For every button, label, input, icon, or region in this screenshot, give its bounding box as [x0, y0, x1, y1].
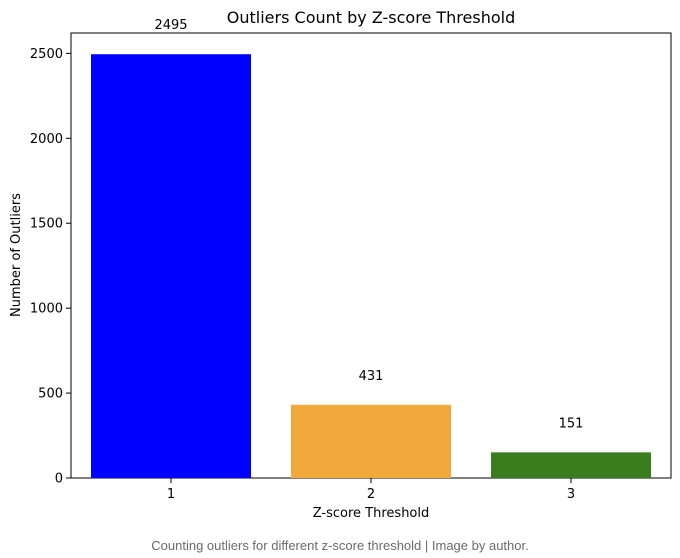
- bar-3: [491, 452, 651, 478]
- figure-caption: Counting outliers for different z-score …: [151, 538, 529, 553]
- data-labels: 2495 431 151: [154, 18, 583, 431]
- x-tick-label: 1: [167, 487, 175, 502]
- y-tick-label: 2500: [30, 47, 63, 62]
- x-axis: 1 2 3: [167, 478, 575, 502]
- data-label-1: 2495: [154, 18, 187, 33]
- chart-title: Outliers Count by Z-score Threshold: [227, 8, 515, 27]
- bars: [91, 54, 651, 478]
- bar-chart: Outliers Count by Z-score Threshold 0 500…: [9, 8, 672, 521]
- y-axis-label: Number of Outliers: [9, 193, 24, 317]
- bar-1: [91, 54, 251, 478]
- y-tick-label: 0: [55, 472, 63, 487]
- x-axis-label: Z-score Threshold: [313, 506, 430, 521]
- y-axis: 0 500 1000 1500 2000 2500: [30, 47, 71, 487]
- x-tick-label: 3: [567, 487, 575, 502]
- y-tick-label: 1000: [30, 302, 63, 317]
- y-tick-label: 2000: [30, 132, 63, 147]
- data-label-2: 431: [359, 369, 384, 384]
- x-tick-label: 2: [367, 487, 375, 502]
- y-tick-label: 1500: [30, 217, 63, 232]
- data-label-3: 151: [559, 416, 584, 431]
- y-tick-label: 500: [38, 387, 63, 402]
- bar-2: [291, 404, 451, 478]
